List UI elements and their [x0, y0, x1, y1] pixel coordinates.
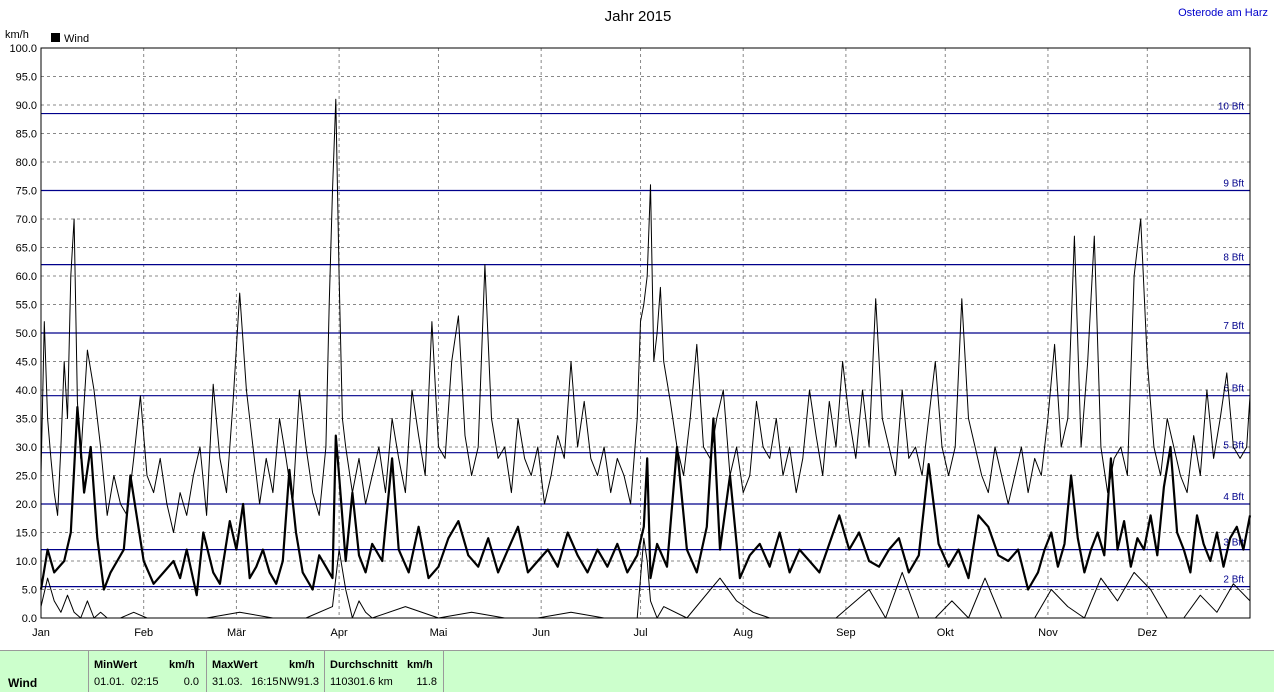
y-tick-label: 40.0 [16, 385, 37, 397]
beaufort-label: 2 Bft [1223, 575, 1244, 586]
average-distance: 110301.6 km [330, 676, 393, 688]
x-tick-label: Jul [634, 627, 648, 639]
min-value-label: MinWert [94, 659, 138, 671]
max-value-date: 31.03. [212, 676, 243, 688]
y-tick-label: 90.0 [16, 100, 37, 112]
y-tick-label: 0.0 [22, 613, 37, 625]
y-tick-label: 65.0 [16, 243, 37, 255]
series-line-avg [39, 406, 1252, 597]
average-unit: km/h [407, 659, 433, 671]
beaufort-label: 9 Bft [1223, 179, 1244, 190]
beaufort-label: 3 Bft [1223, 538, 1244, 549]
max-value-unit: km/h [289, 659, 315, 671]
y-tick-label: 55.0 [16, 300, 37, 312]
x-tick-label: Apr [331, 627, 348, 639]
beaufort-label: 7 Bft [1223, 321, 1244, 332]
statistics-bar: Wind MinWert km/h 01.01. 02:15 0.0 MaxWe… [0, 650, 1274, 692]
y-tick-label: 20.0 [16, 499, 37, 511]
average-number: 11.8 [416, 676, 437, 688]
wind-chart: Jahr 2015 Osterode am Harz km/h Wind 2 B… [5, 7, 1268, 639]
min-value-time: 02:15 [131, 676, 159, 688]
location-label: Osterode am Harz [1178, 7, 1268, 19]
y-tick-label: 45.0 [16, 357, 37, 369]
max-value-number: 91.3 [297, 676, 319, 688]
series-group [39, 98, 1252, 619]
max-value-cell: MaxWert km/h 31.03. 16:15 NW 91.3 [206, 651, 325, 692]
min-value-cell: MinWert km/h 01.01. 02:15 0.0 [88, 651, 207, 692]
y-tick-label: 25.0 [16, 471, 37, 483]
x-tick-label: Jun [532, 627, 550, 639]
y-tick-label: 50.0 [16, 328, 37, 340]
y-tick-label: 30.0 [16, 442, 37, 454]
y-tick-label: 85.0 [16, 129, 37, 141]
average-label: Durchschnitt [330, 659, 398, 671]
x-axis: Jan Feb Mär Apr Mai Jun Jul Aug Sep Okt Nov Dez [32, 627, 1157, 639]
max-value-time: 16:15 [251, 676, 279, 688]
y-tick-label: 35.0 [16, 414, 37, 426]
series-line-max [40, 98, 1251, 533]
y-axis: 0.0 5.0 10.0 15.0 20.0 25.0 30.0 35.0 40.0 45.0 50… [9, 43, 37, 625]
min-value-unit: km/h [169, 659, 195, 671]
beaufort-label: 10 Bft [1218, 102, 1244, 113]
y-tick-label: 70.0 [16, 214, 37, 226]
x-tick-label: Mai [430, 627, 448, 639]
series-line-min [40, 537, 1251, 619]
footer-series-name: Wind [8, 676, 38, 690]
beaufort-label: 6 Bft [1223, 384, 1244, 395]
y-tick-label: 80.0 [16, 157, 37, 169]
legend-label: Wind [64, 33, 89, 45]
y-tick-label: 15.0 [16, 528, 37, 540]
x-tick-label: Jan [32, 627, 50, 639]
beaufort-label: 4 Bft [1223, 492, 1244, 503]
x-tick-label: Nov [1038, 627, 1058, 639]
average-cell: Durchschnitt km/h 110301.6 km 11.8 [324, 651, 444, 692]
legend-swatch [51, 33, 60, 42]
y-tick-label: 100.0 [9, 43, 37, 55]
x-tick-label: Okt [937, 627, 954, 639]
beaufort-label: 8 Bft [1223, 253, 1244, 264]
y-axis-unit: km/h [5, 29, 29, 41]
min-value-number: 0.0 [183, 676, 199, 688]
x-tick-label: Dez [1138, 627, 1158, 639]
x-tick-label: Aug [733, 627, 753, 639]
y-tick-label: 95.0 [16, 72, 37, 84]
y-tick-label: 75.0 [16, 186, 37, 198]
max-value-label: MaxWert [212, 659, 258, 671]
chart-title: Jahr 2015 [605, 8, 672, 25]
y-tick-label: 5.0 [22, 585, 37, 597]
plot-frame [40, 47, 1251, 619]
y-tick-label: 10.0 [16, 556, 37, 568]
x-tick-label: Sep [836, 627, 856, 639]
x-tick-label: Mär [227, 627, 246, 639]
min-value-date: 01.01. [94, 676, 125, 688]
x-tick-label: Feb [134, 627, 153, 639]
max-value-direction: NW [279, 676, 298, 688]
y-tick-label: 60.0 [16, 271, 37, 283]
